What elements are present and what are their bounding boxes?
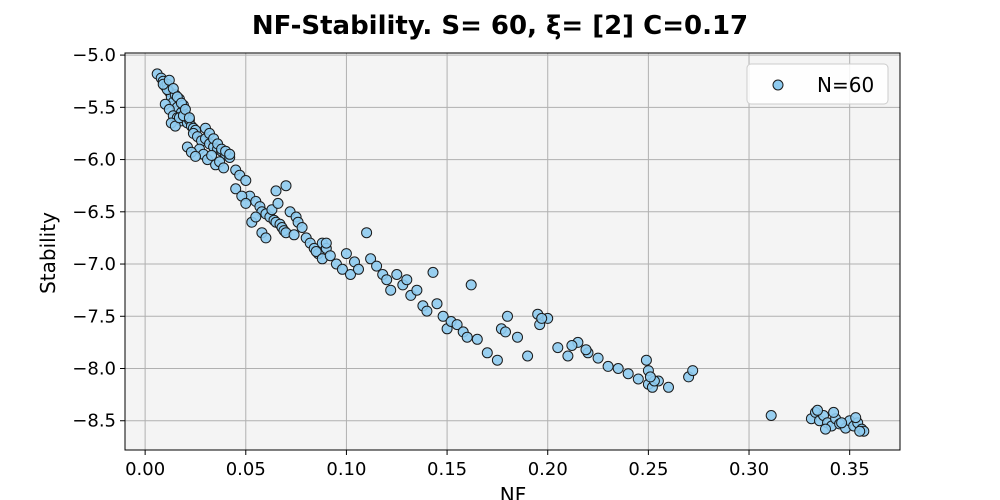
data-point	[340, 248, 352, 260]
data-point	[820, 423, 831, 435]
data-point	[250, 211, 262, 223]
data-point	[296, 222, 308, 233]
plot-frame	[124, 52, 901, 451]
data-point	[391, 269, 403, 280]
chart-title: NF-Stability. S= 60, ξ= [2] C=0.17	[252, 11, 748, 41]
data-point	[421, 305, 433, 317]
data-point	[288, 229, 300, 241]
y-tick-label: −5.0	[72, 45, 116, 66]
y-axis: −5.0 −5.5 −6.0 −6.5 −7.0 −7.5 −8.0 −8.5	[72, 45, 125, 432]
data-point	[272, 197, 284, 209]
data-point	[854, 425, 866, 437]
data-point	[385, 284, 397, 296]
data-point	[687, 365, 699, 377]
data-point	[502, 310, 513, 322]
data-point	[552, 342, 564, 354]
data-points	[151, 68, 870, 437]
data-point	[431, 298, 443, 310]
data-point	[644, 371, 656, 383]
y-axis-label: Stability	[36, 212, 60, 294]
data-point	[353, 263, 364, 275]
data-point	[240, 197, 252, 209]
data-point	[336, 263, 348, 275]
data-point	[512, 331, 523, 343]
data-point	[592, 352, 604, 364]
x-axis: 0.00 0.05 0.10 0.15 0.20 0.25 0.30 0.35	[125, 450, 870, 480]
data-point	[324, 250, 336, 262]
data-point	[491, 354, 503, 366]
data-point	[365, 253, 377, 265]
data-point	[461, 331, 473, 343]
data-point	[183, 112, 195, 124]
plot-area	[124, 52, 901, 451]
data-point	[500, 326, 511, 338]
data-point	[465, 279, 477, 291]
data-point	[663, 381, 674, 393]
data-point	[828, 406, 840, 418]
y-tick-label: −6.5	[72, 202, 116, 223]
data-point	[206, 149, 218, 161]
y-tick-label: −7.5	[72, 306, 116, 327]
data-point	[580, 344, 592, 356]
x-tick-label: 0.30	[729, 459, 769, 480]
legend-marker	[772, 79, 784, 91]
data-point	[850, 412, 862, 424]
legend: N=60	[746, 63, 889, 105]
data-point	[224, 148, 236, 160]
data-point	[632, 373, 644, 385]
data-point	[218, 162, 230, 174]
data-point	[812, 404, 823, 416]
data-point	[481, 347, 493, 359]
y-tick-label: −8.5	[72, 411, 116, 432]
y-tick-label: −6.0	[72, 150, 116, 171]
x-tick-label: 0.05	[226, 459, 266, 480]
data-point	[562, 350, 574, 362]
y-tick-label: −5.5	[72, 97, 116, 118]
y-tick-label: −8.0	[72, 359, 116, 380]
legend-label: N=60	[817, 73, 874, 97]
data-point	[381, 274, 393, 286]
data-point	[240, 175, 252, 186]
data-point	[602, 360, 614, 372]
data-point	[522, 350, 534, 362]
x-axis-label: NF	[500, 483, 526, 500]
data-point	[230, 183, 242, 195]
data-point	[280, 180, 292, 192]
data-point	[622, 368, 634, 380]
legend-box	[746, 63, 889, 105]
data-point	[471, 333, 483, 345]
data-point	[361, 227, 373, 239]
data-point	[401, 274, 413, 286]
plot-background	[125, 53, 900, 450]
data-point	[260, 232, 272, 244]
data-point	[765, 410, 777, 421]
x-tick-label: 0.10	[326, 459, 366, 480]
data-point	[836, 417, 848, 429]
x-tick-label: 0.15	[427, 459, 467, 480]
data-point	[371, 260, 383, 272]
data-point	[536, 312, 548, 324]
data-point	[345, 269, 356, 280]
data-point	[566, 340, 578, 351]
x-tick-label: 0.35	[830, 459, 870, 480]
x-tick-label: 0.00	[125, 459, 165, 480]
data-point	[427, 266, 439, 278]
data-point	[190, 150, 201, 162]
data-point	[451, 319, 463, 331]
y-tick-label: −7.0	[72, 254, 116, 275]
data-point	[310, 246, 322, 257]
data-point	[270, 185, 282, 197]
data-point	[411, 284, 423, 296]
data-point	[437, 310, 449, 322]
x-tick-label: 0.25	[628, 459, 668, 480]
x-tick-label: 0.20	[528, 459, 568, 480]
data-point	[612, 363, 624, 374]
data-point	[320, 237, 332, 249]
data-point	[640, 354, 652, 366]
